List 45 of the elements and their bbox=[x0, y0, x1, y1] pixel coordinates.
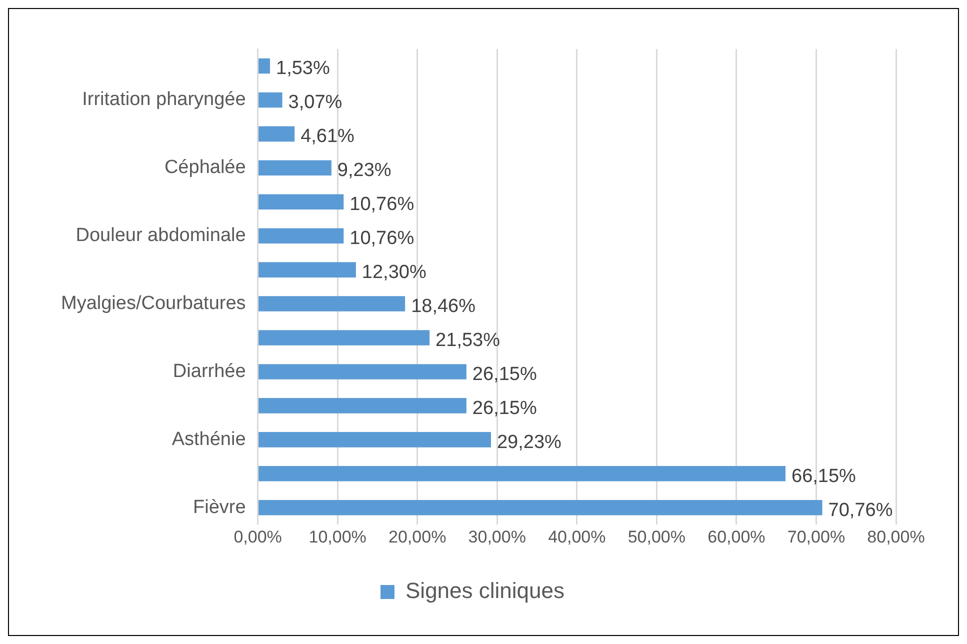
bar bbox=[258, 398, 466, 414]
bar bbox=[258, 364, 466, 380]
bar bbox=[258, 228, 344, 244]
x-tick-label: 30,00% bbox=[468, 527, 526, 546]
data-label: 4,61% bbox=[300, 126, 355, 148]
y-tick-label: Céphalée bbox=[164, 157, 246, 178]
x-tick-label: 50,00% bbox=[628, 527, 686, 546]
bar bbox=[258, 92, 282, 108]
y-tick-label: Irritation pharyngée bbox=[82, 89, 246, 110]
bar bbox=[258, 296, 406, 312]
bar bbox=[258, 126, 295, 142]
x-tick-label: 70,00% bbox=[787, 527, 846, 546]
y-tick-label: Diarrhée bbox=[172, 360, 246, 382]
x-tick-label: 10,00% bbox=[308, 527, 366, 546]
x-tick-label: 80,00% bbox=[867, 527, 925, 546]
data-label: 3,07% bbox=[288, 92, 342, 114]
data-label: 1,53% bbox=[276, 58, 330, 80]
bar bbox=[258, 500, 822, 516]
bar bbox=[258, 262, 356, 278]
data-label: 12,30% bbox=[362, 262, 426, 284]
y-tick-label: Fièvre bbox=[193, 496, 246, 518]
bar bbox=[258, 466, 786, 482]
bar bbox=[258, 330, 430, 346]
data-label: 21,53% bbox=[436, 330, 500, 351]
data-label: 18,46% bbox=[411, 296, 476, 318]
data-label: 26,15% bbox=[472, 398, 537, 419]
data-label: 10,76% bbox=[350, 194, 414, 216]
x-tick-label: 0,00% bbox=[234, 527, 282, 546]
legend-label: Signes cliniques bbox=[406, 578, 564, 604]
y-tick-label: Myalgies/Courbatures bbox=[60, 293, 246, 314]
bar bbox=[258, 194, 344, 210]
data-label: 70,76% bbox=[828, 500, 893, 521]
y-tick-label: Douleur abdominale bbox=[76, 225, 246, 246]
bar bbox=[258, 160, 332, 176]
data-label: 66,15% bbox=[792, 466, 856, 487]
x-tick-label: 20,00% bbox=[388, 527, 446, 546]
x-tick-label: 40,00% bbox=[548, 527, 606, 546]
data-label: 9,23% bbox=[337, 160, 392, 182]
y-tick-label: Asthénie bbox=[172, 428, 246, 450]
data-label: 29,23% bbox=[496, 432, 562, 453]
bar bbox=[258, 432, 491, 448]
bar bbox=[258, 58, 270, 74]
data-label: 10,76% bbox=[350, 228, 414, 250]
data-label: 26,15% bbox=[472, 364, 537, 385]
x-tick-label: 60,00% bbox=[708, 527, 766, 546]
